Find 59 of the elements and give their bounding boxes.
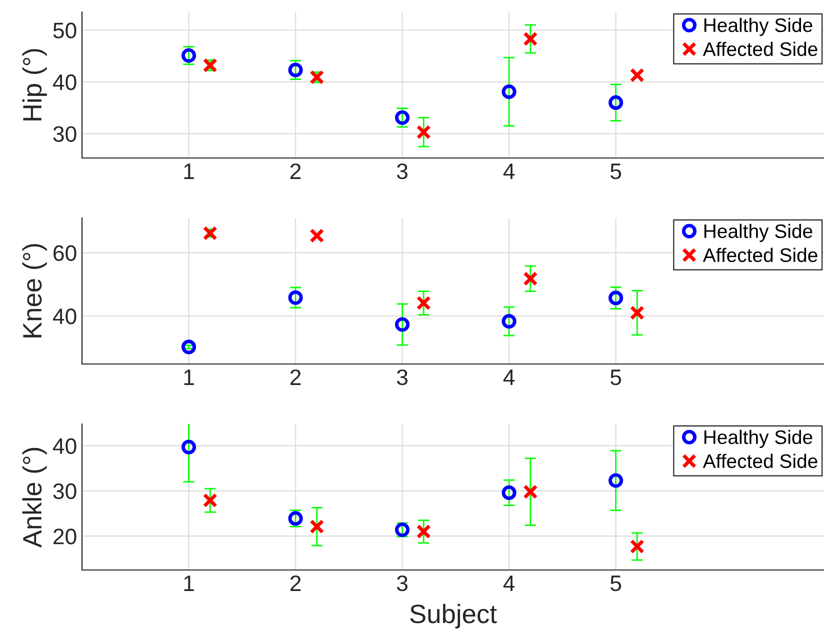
- x-tick-label: 3: [396, 163, 408, 180]
- x-axis-title: Subject: [410, 604, 497, 629]
- point: [202, 226, 218, 240]
- legend-label: Affected Side: [702, 248, 818, 262]
- x-tick-label: 1: [184, 576, 194, 591]
- legend-label: Affected Side: [702, 454, 818, 468]
- point: [310, 519, 324, 534]
- x-tick-label: 4: [503, 164, 515, 179]
- point: [181, 440, 196, 454]
- point: [181, 48, 196, 63]
- legend-label: Healthy Side: [704, 224, 812, 242]
- point: [202, 493, 218, 508]
- point: [394, 110, 410, 125]
- point: [608, 290, 624, 306]
- point: [502, 485, 516, 500]
- y-tick-label: 60: [54, 245, 76, 262]
- y-axis-title: Ankle (°): [22, 448, 47, 548]
- x-tick-label: 3: [396, 369, 408, 386]
- y-tick-label: 20: [54, 528, 76, 544]
- y-tick-label: 30: [53, 483, 76, 500]
- y-tick-label: 30: [53, 126, 76, 142]
- point: [416, 124, 431, 140]
- point: [416, 296, 431, 310]
- point: [523, 271, 538, 286]
- point: [630, 539, 644, 554]
- legend-label: Healthy Side: [704, 430, 812, 448]
- point: [502, 314, 516, 329]
- point: [630, 68, 644, 82]
- x-tick-label: 5: [610, 164, 622, 180]
- y-axis-title: Hip (°): [22, 49, 47, 120]
- point: [523, 32, 538, 46]
- y-tick-label: 50: [53, 22, 76, 38]
- y-tick-label: 40: [52, 74, 76, 90]
- legend-label: Affected Side: [702, 42, 818, 56]
- point: [608, 473, 624, 488]
- x-tick-label: 4: [503, 576, 515, 591]
- x-tick-label: 3: [396, 575, 408, 592]
- x-tick-label: 1: [184, 164, 194, 179]
- point: [416, 524, 431, 539]
- x-tick-label: 1: [184, 370, 194, 385]
- y-tick-label: 40: [52, 308, 76, 324]
- point: [608, 95, 624, 110]
- x-tick-label: 2: [290, 369, 301, 385]
- x-tick-label: 4: [503, 370, 515, 385]
- x-tick-label: 5: [610, 576, 622, 592]
- point: [630, 306, 644, 320]
- point: [394, 317, 410, 332]
- point: [181, 340, 196, 354]
- y-tick-label: 40: [52, 438, 76, 454]
- point: [502, 84, 516, 100]
- x-tick-label: 5: [610, 370, 622, 386]
- x-tick-label: 2: [290, 163, 301, 179]
- point: [288, 290, 303, 305]
- point: [523, 484, 538, 500]
- x-tick-label: 2: [290, 575, 301, 591]
- point: [310, 228, 324, 243]
- legend-label: Healthy Side: [704, 18, 812, 36]
- point: [288, 62, 303, 78]
- y-axis-title: Knee (°): [22, 244, 47, 338]
